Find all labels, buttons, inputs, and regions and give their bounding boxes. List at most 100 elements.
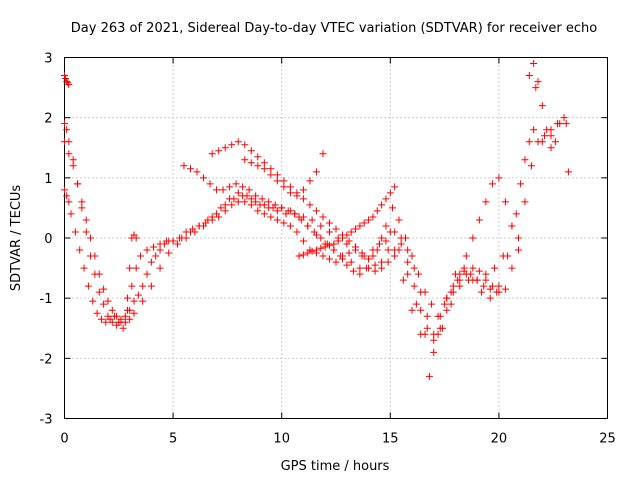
data-point bbox=[384, 246, 392, 254]
data-point bbox=[245, 186, 253, 194]
data-point bbox=[121, 318, 129, 326]
data-point bbox=[423, 312, 431, 320]
series-arc-6 bbox=[295, 183, 399, 260]
x-axis-label: GPS time / hours bbox=[281, 459, 390, 474]
data-point bbox=[61, 186, 68, 194]
data-point bbox=[284, 207, 292, 215]
y-tick-label: 1 bbox=[44, 172, 52, 187]
data-point bbox=[215, 213, 223, 221]
data-point bbox=[378, 234, 386, 242]
series-arc-8 bbox=[61, 72, 73, 89]
data-point bbox=[332, 258, 340, 266]
data-point bbox=[373, 246, 381, 254]
data-point bbox=[234, 138, 242, 146]
y-tick-label: 3 bbox=[44, 52, 52, 67]
data-point bbox=[564, 168, 572, 176]
data-point bbox=[306, 201, 314, 209]
data-point bbox=[384, 258, 392, 266]
data-point bbox=[501, 285, 509, 293]
data-point bbox=[243, 192, 251, 200]
data-point bbox=[308, 216, 316, 224]
data-point bbox=[371, 261, 379, 269]
x-tick-label: 25 bbox=[599, 432, 616, 447]
data-point bbox=[408, 306, 416, 314]
data-point bbox=[491, 264, 499, 272]
data-point bbox=[512, 210, 520, 218]
data-point bbox=[221, 201, 229, 209]
data-point bbox=[345, 237, 353, 245]
data-point bbox=[241, 156, 249, 164]
data-point bbox=[273, 171, 281, 179]
y-tick-label: -3 bbox=[40, 413, 53, 428]
data-point bbox=[352, 243, 360, 251]
data-point bbox=[61, 72, 68, 80]
data-point bbox=[152, 252, 160, 260]
series-arc-11 bbox=[564, 168, 572, 176]
y-tick-label: 2 bbox=[44, 112, 52, 127]
data-point bbox=[228, 141, 236, 149]
data-point bbox=[200, 174, 208, 182]
data-point bbox=[139, 297, 147, 305]
data-point bbox=[93, 309, 101, 317]
data-point bbox=[349, 267, 357, 275]
data-point bbox=[469, 264, 477, 272]
data-point bbox=[482, 198, 490, 206]
data-point bbox=[176, 234, 184, 242]
data-point bbox=[428, 300, 436, 308]
data-point bbox=[267, 171, 275, 179]
data-point bbox=[317, 234, 325, 242]
data-point bbox=[273, 207, 281, 215]
data-point bbox=[395, 216, 403, 224]
data-point bbox=[404, 246, 412, 254]
data-point bbox=[286, 183, 294, 191]
data-point bbox=[369, 213, 377, 221]
data-point bbox=[130, 309, 138, 317]
data-point bbox=[123, 306, 131, 314]
data-point bbox=[234, 198, 242, 206]
data-point bbox=[312, 246, 320, 254]
data-point bbox=[534, 138, 542, 146]
data-point bbox=[76, 246, 84, 254]
data-point bbox=[562, 120, 570, 128]
data-point bbox=[308, 247, 316, 255]
data-point bbox=[410, 264, 418, 272]
data-point bbox=[267, 165, 275, 173]
data-point bbox=[61, 138, 68, 146]
data-point bbox=[134, 291, 142, 299]
data-point bbox=[514, 246, 522, 254]
data-point bbox=[226, 195, 234, 203]
data-point bbox=[241, 198, 249, 206]
data-point bbox=[541, 132, 549, 140]
data-point bbox=[293, 192, 301, 200]
data-point bbox=[89, 297, 97, 305]
data-point bbox=[208, 150, 216, 158]
data-point bbox=[456, 270, 464, 278]
data-point bbox=[475, 267, 483, 275]
data-point bbox=[156, 246, 164, 254]
data-point bbox=[415, 270, 423, 278]
data-point bbox=[343, 231, 351, 239]
data-point bbox=[258, 195, 266, 203]
data-point bbox=[306, 177, 314, 185]
data-point bbox=[525, 138, 533, 146]
data-point bbox=[317, 244, 325, 252]
series-arc-5 bbox=[208, 138, 522, 344]
y-axis-label: SDTVAR / TECUs bbox=[9, 185, 24, 292]
data-point bbox=[213, 186, 221, 194]
data-point bbox=[454, 276, 462, 284]
data-point bbox=[462, 252, 470, 260]
data-point bbox=[397, 234, 405, 242]
y-tick-label: 0 bbox=[44, 232, 52, 247]
data-point bbox=[362, 264, 370, 272]
data-point bbox=[417, 288, 425, 296]
data-point bbox=[388, 204, 396, 212]
data-point bbox=[325, 228, 333, 236]
data-point bbox=[71, 228, 79, 236]
data-point bbox=[504, 252, 512, 260]
data-point bbox=[382, 222, 390, 230]
series-arc-7 bbox=[241, 150, 327, 200]
data-point bbox=[67, 210, 75, 218]
data-point bbox=[547, 132, 555, 140]
data-point bbox=[330, 240, 338, 248]
